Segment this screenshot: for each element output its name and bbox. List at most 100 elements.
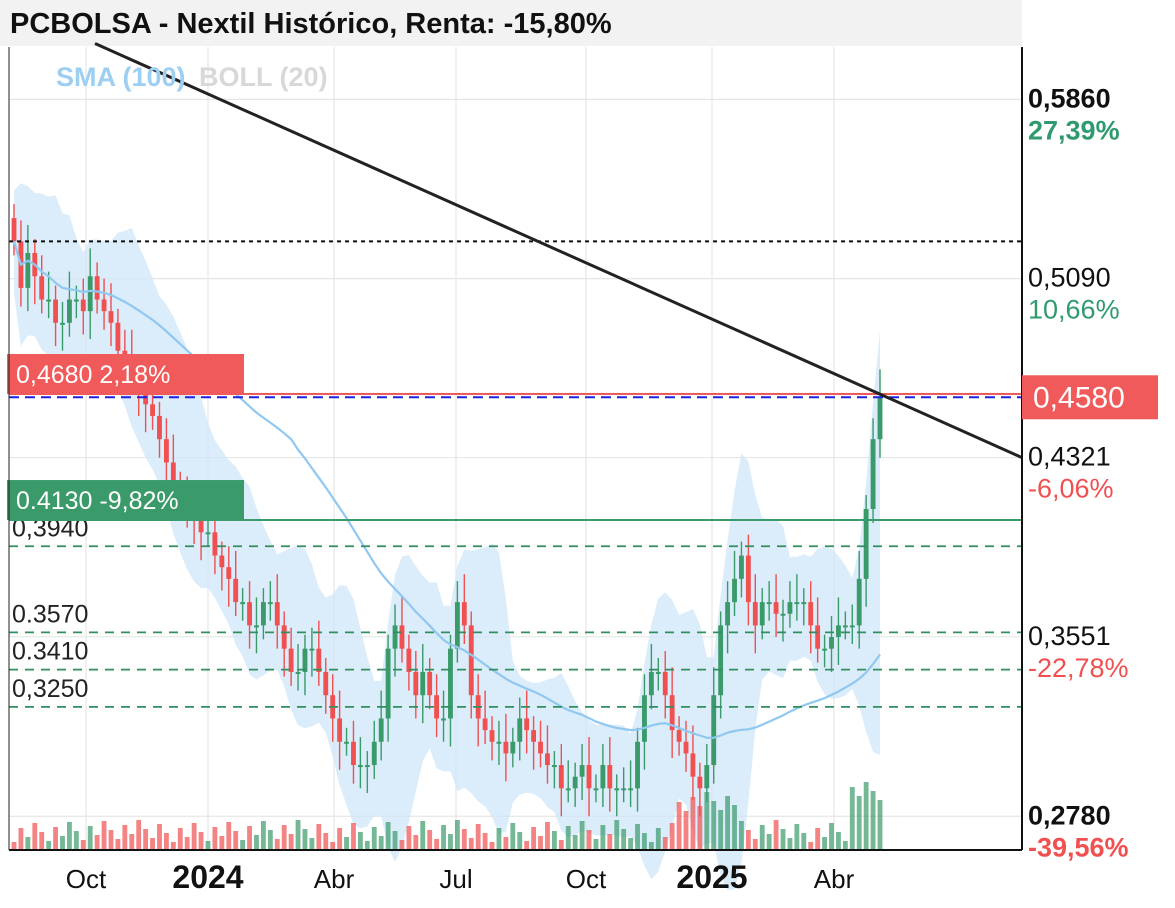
volume-bar [39,832,45,850]
guide-level-label: 0,3250 [12,675,88,703]
bollinger-band-area [14,183,880,891]
volume-bar [711,801,717,850]
candle-body [295,671,301,674]
volume-bar [337,828,343,850]
volume-bar [205,841,211,850]
candle-body [829,637,834,649]
volume-bar [822,837,828,850]
legend-sma[interactable]: SMA (100) [56,62,186,92]
right-axis-price: 0,5860 [1028,83,1111,113]
candle-body [655,671,661,674]
candle-body [822,648,828,651]
candle-body [842,625,848,628]
volume-bar [545,822,550,850]
volume-bar [773,820,779,850]
volume-bar [122,825,128,850]
right-axis-price: 0,3551 [1028,621,1111,651]
guide-level-label: 0.3570 [12,600,88,628]
volume-bar [80,840,86,850]
candle-body [39,276,45,300]
candle-body [558,765,564,789]
candle-body [357,765,363,768]
candle-body [607,765,613,789]
volume-bar [288,834,294,850]
volume-bar [378,836,384,850]
candle-body [496,741,502,744]
volume-bar [129,834,135,850]
volume-bar [642,833,647,850]
candle-body [600,765,606,789]
volume-bar [496,828,502,850]
candle-body [489,730,495,742]
volume-bar [676,802,682,850]
indicator-legend: SMA (100) BOLL (20) [56,62,328,93]
candle-body [364,765,370,768]
volume-bar [690,797,696,850]
candle-body [849,625,855,628]
volume-bar [482,833,488,850]
support-label: 0.4130 -9,82% [16,487,179,515]
volume-bar [157,824,162,850]
volume-bar [517,832,523,850]
volume-bar [406,826,412,850]
volume-bar [267,830,273,850]
right-axis-price: 0,4321 [1028,442,1111,472]
candle-body [697,776,703,789]
volume-bar [53,827,58,850]
volume-bar [745,830,751,850]
volume-bar [108,830,114,850]
candle-body [441,718,446,721]
volume-bar [551,831,557,850]
candle-body [80,299,86,312]
volume-bar [399,840,405,850]
legend-boll[interactable]: BOLL (20) [199,62,328,92]
volume-bar [836,832,841,850]
candle-body [856,578,862,626]
volume-bar [46,841,52,850]
candle-body [323,671,329,696]
volume-bar [226,822,232,850]
volume-bar [66,822,72,850]
chart-title: PCBOLSA - Nextil Histórico, Renta: -15,8… [10,8,612,40]
candle-body [101,299,107,312]
x-tick-label: Abr [314,864,355,894]
volume-bar [18,828,24,850]
candle-body [219,555,225,568]
candle-body [399,625,405,649]
candle-body [732,578,737,603]
volume-bar [94,835,100,850]
volume-bar [531,827,537,850]
candle-body [385,648,391,719]
volume-bar [558,840,564,850]
candle-body [621,788,627,791]
support-label-box [7,480,244,521]
volume-bar [357,832,363,850]
candle-body [66,299,72,323]
volume-bar [697,806,703,850]
sma-line-path [12,240,881,739]
candle-body [690,753,696,777]
candle-body [46,299,52,302]
right-axis-percent: -39,56% [1028,832,1129,862]
volume-bar [600,825,606,850]
candle-body [725,602,731,626]
candle-body [260,602,266,626]
candle-body [787,602,793,614]
candle-body [274,602,280,626]
volume-bar [662,837,668,850]
volume-bar [524,841,530,850]
volume-bar [454,820,460,850]
volume-bar [316,824,322,850]
candle-body [205,532,211,535]
volume-bar [198,832,204,850]
candle-body [551,765,557,768]
volume-bar [240,840,246,850]
candle-body [877,397,883,440]
candle-body [531,730,537,742]
volume-bar [73,831,79,850]
candle-body [392,625,398,649]
guide-level-label: 0.3410 [12,638,88,666]
volume-bar [233,831,239,850]
volume-bar [441,825,446,850]
